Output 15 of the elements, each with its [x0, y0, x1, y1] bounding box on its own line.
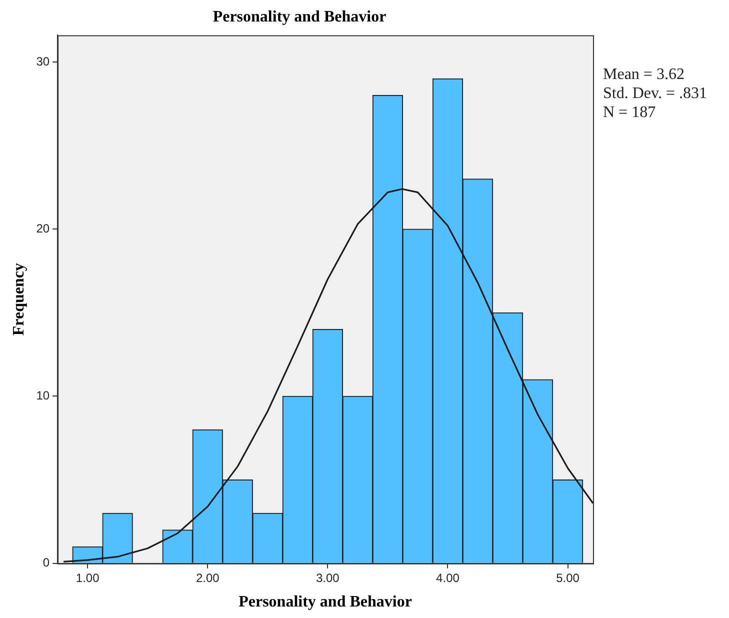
y-tick-label: 0: [42, 556, 50, 570]
y-tick-label: 20: [36, 221, 50, 236]
y-tick-label: 30: [36, 54, 50, 68]
x-tick-label: 3.00: [316, 570, 340, 585]
x-axis-title: Personality and Behavior: [238, 594, 412, 611]
y-axis-title: Frequency: [10, 263, 28, 336]
x-tick-label: 2.00: [196, 570, 220, 585]
x-tick-label: 5.00: [556, 570, 580, 585]
y-tick-label: 10: [36, 388, 50, 403]
chart-title: Personality and Behavior: [212, 8, 386, 26]
x-tick-label: 4.00: [436, 570, 460, 585]
text: N = 187: [603, 103, 657, 122]
x-tick-label: 1.00: [76, 570, 100, 585]
text: Mean = 3.62: [603, 65, 686, 84]
text: Std. Dev. = .831: [603, 84, 707, 103]
